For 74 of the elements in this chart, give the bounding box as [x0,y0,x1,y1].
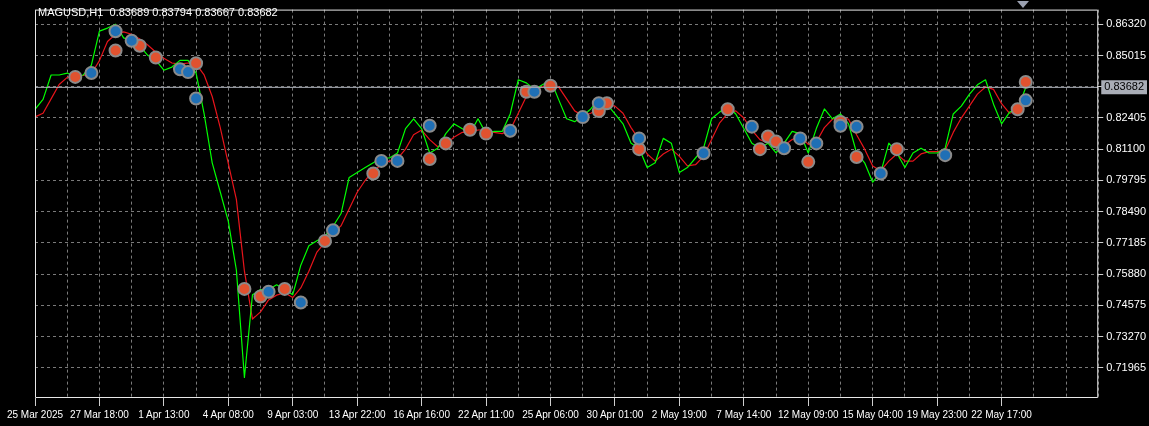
x-tick-label: 15 May 04:00 [842,408,904,420]
y-tick-label: 0.75880 [1106,267,1146,280]
ref-line-label: 0.83682 [1104,80,1144,93]
point [189,91,204,106]
x-tick-label: 25 Apr 06:00 [522,408,580,420]
y-tick-label: 0.81100 [1106,142,1146,155]
point [793,131,808,146]
point [390,153,405,168]
point [889,142,904,157]
point [189,56,204,71]
point [326,223,341,238]
point [1010,102,1025,117]
point [752,142,767,157]
y-tick-label: 0.85015 [1106,48,1146,61]
point [84,66,99,81]
x-tick-label: 22 May 17:00 [971,408,1033,420]
y-tick-label: 0.77185 [1106,235,1146,248]
point [124,33,139,48]
x-tick-label: 22 Apr 11:00 [458,408,515,420]
x-tick-label: 2 May 19:00 [651,408,708,420]
x-tick-label: 7 May 14:00 [716,408,772,420]
point [422,118,437,133]
point [366,166,381,181]
y-tick-label: 0.86320 [1106,17,1146,30]
point [833,118,848,133]
y-tick-label: 0.71965 [1106,360,1146,373]
point [744,119,759,134]
x-tick-label: 13 Apr 22:00 [328,408,386,420]
point [68,69,83,84]
point [148,50,163,65]
x-tick-label: 12 May 09:00 [777,408,839,420]
point [849,150,864,165]
point [720,102,735,117]
x-tick-label: 19 May 23:00 [906,408,968,420]
point [237,281,252,296]
point [293,295,308,310]
chart-title: MAGUSD,H1 0.83689 0.83794 0.83667 0.83682 [38,6,278,18]
x-tick-label: 25 Mar 2025 [6,408,64,420]
point [277,281,292,296]
point [801,154,816,169]
point [938,148,953,163]
x-tick-label: 9 Apr 03:00 [267,408,319,420]
point [438,136,453,151]
point [1018,74,1033,89]
point [591,96,606,111]
point [181,65,196,80]
point [317,234,332,249]
x-tick-label: 30 Apr 01:00 [586,408,644,420]
point [1018,93,1033,108]
y-tick-label: 0.78490 [1106,204,1146,217]
point [479,126,494,141]
point [873,166,888,181]
point [108,43,123,58]
x-tick-label: 16 Apr 16:00 [393,408,451,420]
x-tick-label: 1 Apr 13:00 [138,408,190,420]
point [849,119,864,134]
point [632,131,647,146]
y-tick-label: 0.73270 [1106,329,1146,342]
point [503,123,518,138]
point [422,151,437,166]
y-tick-label: 0.79795 [1106,173,1146,186]
point [374,153,389,168]
point [462,122,477,137]
point [261,284,276,299]
point [108,24,123,39]
point [527,84,542,99]
point [777,141,792,156]
x-tick-label: 4 Apr 08:00 [202,408,255,420]
y-tick-label: 0.82405 [1106,110,1146,123]
point [696,146,711,161]
point [575,110,590,125]
y-tick-label: 0.74575 [1106,298,1146,311]
x-tick-label: 27 Mar 18:00 [69,408,130,420]
point [809,136,824,151]
